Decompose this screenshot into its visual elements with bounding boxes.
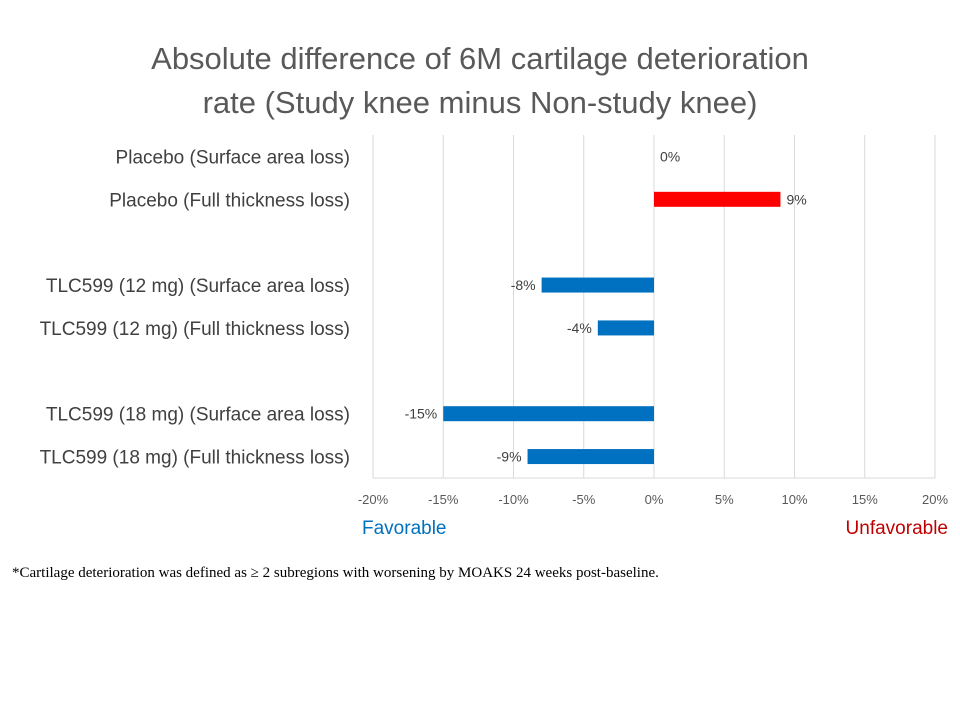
- bar: [654, 191, 781, 207]
- x-tick-label: 10%: [781, 492, 807, 507]
- category-label: TLC599 (18 mg) (Full thickness loss): [40, 448, 350, 469]
- category-label: TLC599 (12 mg) (Full thickness loss): [40, 319, 350, 340]
- data-label: -8%: [511, 277, 536, 293]
- x-tick-label: -5%: [572, 492, 596, 507]
- chart-title-line-2: rate (Study knee minus Non-study knee): [202, 85, 758, 120]
- data-label: -9%: [497, 449, 522, 465]
- chart-title-line-1: Absolute difference of 6M cartilage dete…: [151, 41, 809, 76]
- category-label: Placebo (Surface area loss): [116, 147, 350, 168]
- unfavorable-label: Unfavorable: [846, 518, 948, 539]
- category-label: Placebo (Full thickness loss): [109, 190, 350, 211]
- x-tick-label: -20%: [358, 492, 389, 507]
- x-tick-label: 15%: [852, 492, 878, 507]
- data-label: -4%: [567, 320, 592, 336]
- bar: [527, 449, 654, 465]
- favorable-label: Favorable: [362, 518, 447, 539]
- category-label: TLC599 (12 mg) (Surface area loss): [46, 276, 350, 297]
- data-label: 9%: [786, 191, 806, 207]
- x-tick-label: 5%: [715, 492, 734, 507]
- bar: [597, 320, 654, 336]
- x-tick-label: -15%: [428, 492, 459, 507]
- data-label: 0%: [660, 148, 680, 164]
- gridlines: [372, 135, 936, 479]
- data-label: -15%: [405, 406, 438, 422]
- bars: [443, 191, 781, 465]
- labels: -20% -15% -10% -5% 0% 5% 10% 15% 20% Placebo (Sur…: [40, 147, 949, 507]
- footnote: *Cartilage deterioration was defined as …: [12, 565, 659, 581]
- x-tick-label: 0%: [645, 492, 664, 507]
- category-label: TLC599 (18 mg) (Surface area loss): [46, 405, 350, 426]
- bar: [541, 277, 654, 293]
- bar: [443, 406, 654, 422]
- x-tick-label: 20%: [922, 492, 948, 507]
- x-tick-label: -10%: [498, 492, 529, 507]
